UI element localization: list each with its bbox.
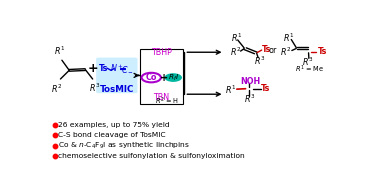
Text: or: or [269, 45, 277, 55]
Text: $R^1$ = Me: $R^1$ = Me [295, 64, 324, 75]
Text: $R^3$: $R^3$ [302, 55, 314, 68]
Text: $R^1$: $R^1$ [225, 84, 236, 96]
Text: +: + [87, 62, 98, 75]
Text: Ts: Ts [262, 45, 271, 54]
Text: $R^2$ = H: $R^2$ = H [155, 96, 179, 107]
Text: TBN: TBN [153, 93, 169, 102]
Text: Co: Co [146, 73, 157, 82]
Text: $R^2$: $R^2$ [51, 83, 62, 95]
Text: $R^3$: $R^3$ [254, 55, 265, 67]
Text: $R^1$: $R^1$ [283, 32, 294, 44]
Text: C-S bond cleavage of TosMIC: C-S bond cleavage of TosMIC [58, 132, 166, 138]
Text: +: + [160, 73, 168, 83]
Text: $C_-$: $C_-$ [121, 64, 134, 74]
Text: $R^1$: $R^1$ [54, 45, 65, 57]
Text: 26 examples, up to 75% yield: 26 examples, up to 75% yield [58, 122, 170, 128]
Text: Co & $n$-C$_4$F$_9$I as synthetic linchpins: Co & $n$-C$_4$F$_9$I as synthetic linchp… [58, 141, 191, 151]
FancyBboxPatch shape [96, 58, 138, 93]
Text: $R^1$: $R^1$ [231, 32, 242, 44]
Text: $R^3$: $R^3$ [244, 93, 255, 105]
FancyBboxPatch shape [139, 49, 183, 104]
Text: TosMIC: TosMIC [100, 85, 134, 94]
Text: TBHP: TBHP [151, 48, 172, 57]
Text: Ts: Ts [99, 64, 108, 73]
Text: $R^2$: $R^2$ [230, 45, 241, 58]
Text: $R^2$: $R^2$ [280, 45, 291, 58]
Text: Ts: Ts [318, 47, 327, 56]
Text: $R^3$: $R^3$ [89, 82, 101, 94]
Text: $R_fI$: $R_fI$ [168, 72, 179, 83]
Text: chemoselective sulfonylation & sulfonyloximation: chemoselective sulfonylation & sulfonylo… [58, 153, 245, 159]
Circle shape [164, 73, 182, 82]
Text: $N^+$: $N^+$ [110, 63, 124, 74]
Text: Ts: Ts [261, 84, 270, 93]
Circle shape [142, 73, 161, 82]
Text: NOH: NOH [241, 77, 261, 86]
